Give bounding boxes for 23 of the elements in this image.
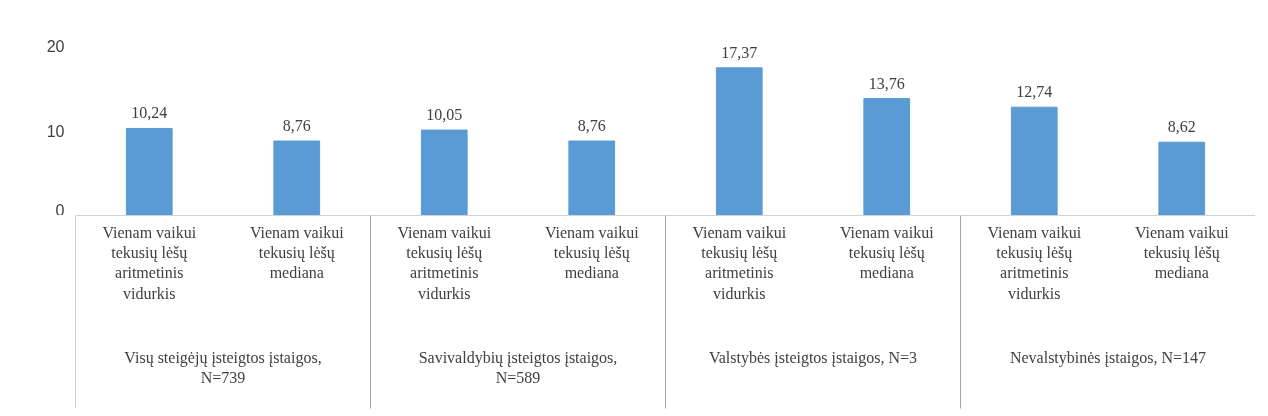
text: Valstybės įsteigtos įstaigos, N=3 xyxy=(708,348,918,367)
x-tick-label: Vienam vaikui tekusių lėšų mediana xyxy=(249,223,345,282)
text: Visų steigėjų įsteigtos įstaigos, N=739 xyxy=(124,348,322,386)
text: Savivaldybių įsteigtos įstaigos, N=589 xyxy=(418,348,618,386)
data-label: 8,76 xyxy=(282,117,311,135)
y-tick-label: 20 xyxy=(46,37,65,55)
data-label: 17,37 xyxy=(721,43,758,61)
data-label: 10,05 xyxy=(426,106,463,124)
x-tick-label: Vienam vaikui tekusių lėšų mediana xyxy=(1134,223,1230,282)
y-tick-label: 0 xyxy=(55,201,65,219)
x-tick-label: Vienam vaikui tekusių lėšų mediana xyxy=(544,223,640,282)
x-tick-label: Vienam vaikui tekusių lėšų aritmetinis vidurkis xyxy=(102,223,197,302)
data-label: 13,76 xyxy=(868,74,905,92)
x-tick-label: Vienam vaikui tekusių lėšų aritmetinis vidurkis xyxy=(397,223,492,302)
data-label: 12,74 xyxy=(1016,83,1053,101)
x-tick-label: Vienam vaikui tekusių lėšų aritmetinis vidurkis xyxy=(987,223,1082,302)
y-tick-label: 10 xyxy=(46,122,65,140)
text: Nevalstybinės įstaigos, N=147 xyxy=(1009,348,1207,367)
x-tick-label: Vienam vaikui tekusių lėšų mediana xyxy=(839,223,935,282)
data-label: 10,24 xyxy=(131,104,168,122)
data-label: 8,76 xyxy=(577,117,606,135)
data-label: 8,62 xyxy=(1167,118,1196,136)
x-tick-label: Vienam vaikui tekusių lėšų aritmetinis vidurkis xyxy=(692,223,787,302)
